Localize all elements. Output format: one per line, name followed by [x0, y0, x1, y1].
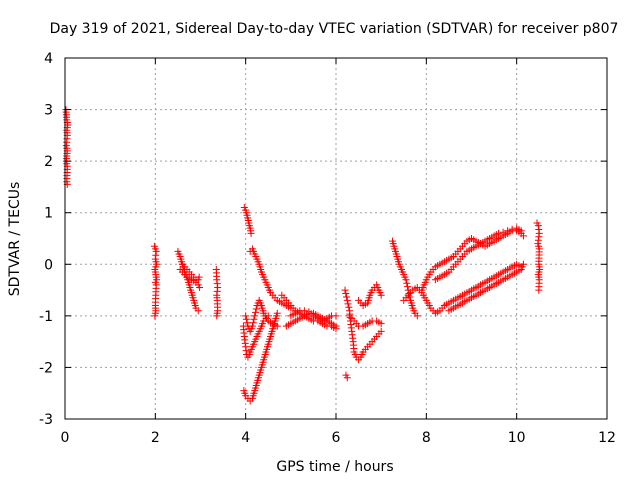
x-tick-label: 0: [61, 430, 70, 446]
data-series-segment: [240, 204, 255, 237]
data-point: [250, 315, 258, 323]
data-point: [535, 286, 543, 294]
chart-title: Day 319 of 2021, Sidereal Day-to-day VTE…: [50, 21, 619, 37]
data-point: [151, 312, 159, 320]
data-point: [377, 320, 385, 328]
data-point: [273, 322, 281, 330]
data-point: [406, 293, 414, 301]
data-point: [194, 307, 202, 315]
data-point: [377, 291, 385, 299]
data-points: [62, 106, 544, 405]
data-point: [519, 232, 527, 240]
data-point: [341, 286, 349, 294]
data-series-segment: [342, 371, 351, 382]
data-series-segment: [240, 309, 281, 405]
data-point: [342, 290, 350, 298]
y-tick-label: 2: [44, 154, 53, 170]
data-point: [519, 260, 527, 268]
data-point: [499, 228, 507, 236]
data-point: [343, 374, 351, 382]
data-point: [249, 319, 257, 327]
data-point: [251, 308, 259, 316]
data-point: [251, 312, 259, 320]
data-point: [403, 279, 411, 287]
data-point: [243, 319, 251, 327]
data-series-segment: [533, 219, 544, 294]
data-series-segment: [355, 281, 385, 310]
x-tick-label: 12: [598, 430, 616, 446]
data-point: [247, 229, 255, 237]
data-series-segment: [341, 286, 385, 364]
data-series-segment: [445, 260, 527, 315]
data-point: [413, 312, 421, 320]
data-point: [405, 290, 413, 298]
data-point: [377, 327, 385, 335]
data-point: [242, 315, 250, 323]
data-point: [273, 309, 281, 317]
data-point: [343, 293, 351, 301]
data-point: [508, 225, 516, 233]
data-point: [345, 303, 353, 311]
data-series-segment: [246, 245, 295, 312]
x-tick-label: 2: [151, 430, 160, 446]
axis-ticks: [64, 57, 608, 420]
data-point: [343, 296, 351, 304]
x-tick-label: 4: [241, 430, 250, 446]
data-point: [252, 305, 260, 313]
x-tick-label: 10: [508, 430, 526, 446]
data-point: [300, 307, 308, 315]
y-tick-label: 3: [44, 103, 53, 119]
y-tick-label: -2: [39, 360, 53, 376]
data-series-segment: [431, 224, 525, 284]
data-series-segment: [388, 237, 421, 320]
data-point: [242, 312, 250, 320]
y-tick-label: -3: [39, 412, 53, 428]
data-series-segment: [418, 227, 527, 294]
data-point: [332, 322, 340, 330]
data-series-segment: [242, 296, 281, 335]
x-tick-label: 8: [422, 430, 431, 446]
y-tick-label: 0: [44, 257, 53, 273]
data-point: [332, 312, 340, 320]
data-point: [404, 283, 412, 291]
data-series-segment: [287, 307, 340, 325]
data-series-segment: [212, 265, 222, 320]
y-axis-label: SDTVAR / TECUs: [7, 182, 23, 297]
data-point: [248, 322, 256, 330]
y-tick-label: 1: [44, 206, 53, 222]
data-point: [196, 283, 204, 291]
data-series-segment: [400, 260, 525, 317]
x-axis-label: GPS time / hours: [276, 459, 393, 475]
data-series-segment: [62, 106, 72, 188]
x-tick-label: 6: [332, 430, 341, 446]
y-tick-label: 4: [44, 51, 53, 67]
data-point: [213, 312, 221, 320]
data-point: [195, 273, 203, 281]
grid-lines: [65, 58, 607, 419]
data-series-segment: [346, 312, 385, 330]
y-tick-label: -1: [39, 309, 53, 325]
data-series-segment: [174, 247, 202, 315]
data-point: [504, 227, 512, 235]
data-point: [402, 276, 410, 284]
data-series-segment: [150, 242, 161, 320]
data-series-segment: [178, 260, 203, 284]
data-point: [495, 229, 503, 237]
data-point: [344, 300, 352, 308]
data-point: [517, 227, 525, 235]
